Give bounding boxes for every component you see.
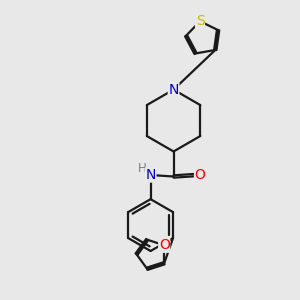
Text: N: N (168, 82, 179, 97)
Text: O: O (195, 168, 206, 182)
Text: N: N (146, 168, 156, 182)
Text: S: S (196, 14, 204, 28)
Text: O: O (159, 238, 170, 252)
Text: H: H (138, 162, 147, 175)
